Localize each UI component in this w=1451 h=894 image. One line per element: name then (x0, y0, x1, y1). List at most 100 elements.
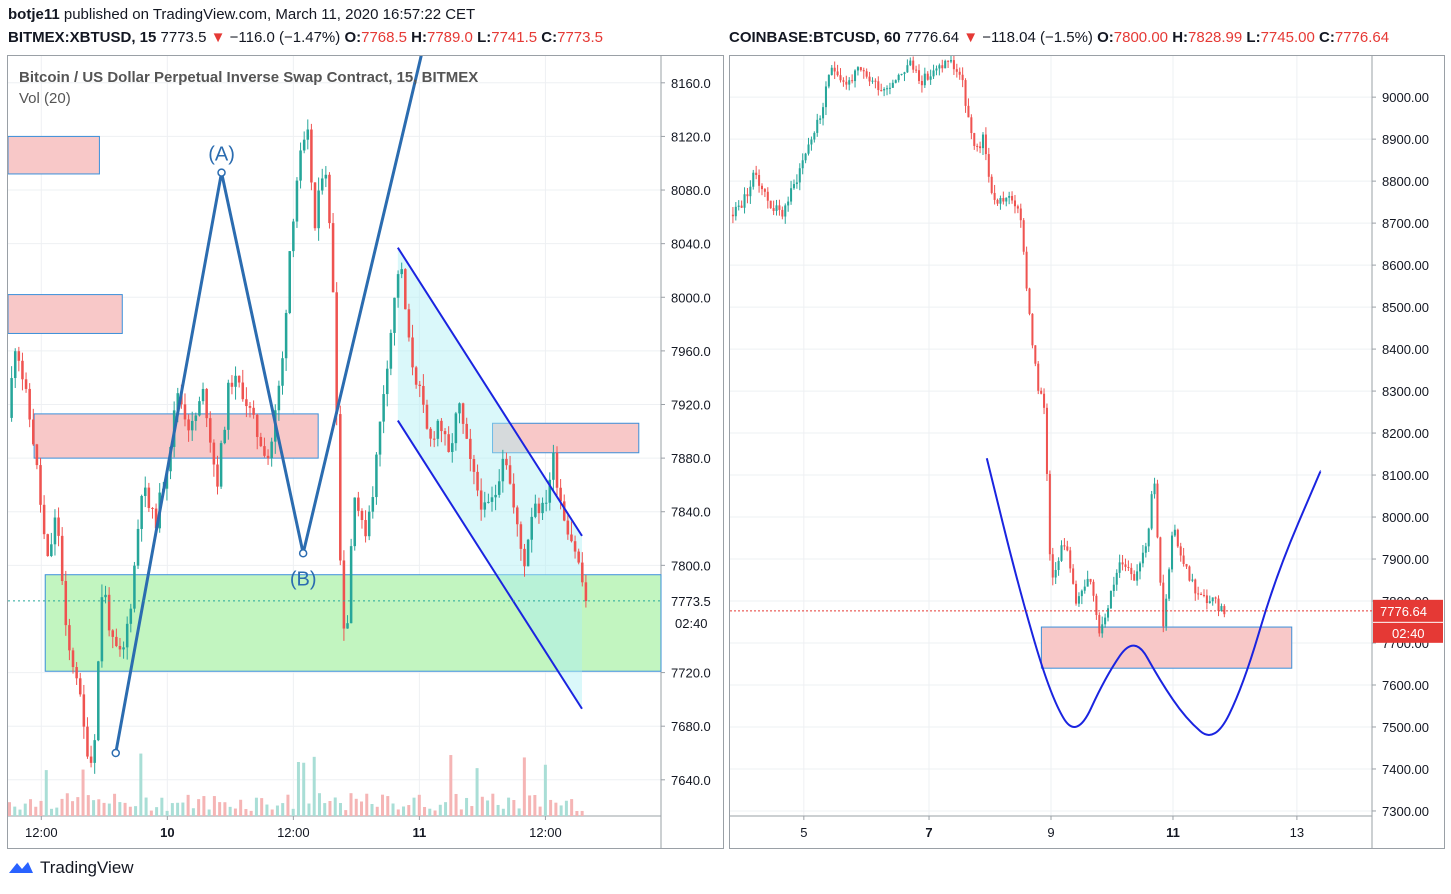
candle-body (570, 534, 573, 542)
candle-body (932, 70, 935, 77)
candle-body (1121, 562, 1124, 565)
wave-path-line[interactable] (114, 56, 426, 754)
volume-bar (18, 809, 22, 816)
candle-body (897, 74, 900, 81)
wave-point-handle[interactable] (111, 748, 120, 758)
volume-bar (449, 755, 453, 816)
tradingview-logo-icon (9, 862, 33, 873)
candle-body (1170, 535, 1174, 570)
volume-bar (381, 794, 385, 816)
left-chart-panel[interactable]: 8160.0 8120.0 8080.0 8040.0 8000.0 7960.0 7920… (7, 55, 724, 849)
candle-body (804, 153, 807, 161)
wave-point-handle[interactable] (217, 168, 226, 177)
volume-bar (149, 810, 153, 816)
candle-body (299, 150, 302, 181)
countdown-box (662, 611, 722, 634)
left-change: −116.0 (−1.47%) (229, 29, 341, 46)
candle-body (1147, 528, 1150, 547)
wave-point-handle[interactable] (298, 549, 308, 558)
candle-body (577, 551, 580, 563)
support-zone[interactable] (44, 574, 662, 672)
candle-body (1217, 598, 1220, 611)
volume-bar (81, 769, 85, 816)
volume-bar (102, 802, 106, 816)
volume-bar (459, 809, 463, 816)
candle-body (1138, 563, 1142, 572)
volume-bar (575, 810, 579, 816)
volume-bar (139, 753, 143, 816)
candle-body (339, 414, 342, 561)
candle-body (851, 80, 854, 82)
volume-bar (176, 802, 180, 816)
left-chart-svg[interactable]: 8160.0 8120.0 8080.0 8040.0 8000.0 7960.0 7920… (8, 56, 723, 848)
candle-body (255, 414, 259, 437)
volume-bar (428, 808, 432, 816)
candle-body (758, 175, 761, 186)
y-tick-label: 8000.0 (671, 290, 711, 305)
candle-body (1194, 579, 1197, 594)
candle-body (75, 667, 78, 679)
volume-bar (480, 796, 484, 816)
y-tick-label: 7800.0 (671, 558, 711, 573)
candle-body (964, 80, 967, 106)
resistance-zone[interactable] (8, 294, 123, 334)
candle-body (1168, 569, 1171, 599)
candle-body (760, 185, 764, 190)
candle-body (115, 636, 118, 647)
candle-body (559, 487, 562, 502)
y-tick-label: 8800.00 (1382, 174, 1429, 189)
candle-body (411, 337, 414, 368)
candle-body (999, 198, 1002, 204)
channel-upper-line[interactable] (396, 247, 583, 537)
candle-body (973, 133, 976, 146)
candle-body (78, 678, 82, 695)
candle-body (1092, 581, 1095, 596)
candle-body (1127, 566, 1130, 568)
tradingview-brand[interactable]: TradingView (8, 858, 134, 878)
candle-body (1124, 564, 1127, 567)
candle-body (865, 71, 868, 77)
volume-bar (86, 795, 90, 816)
y-tick-label: 7960.0 (671, 344, 711, 359)
channel-lower-line[interactable] (396, 420, 583, 710)
candle-body (1112, 584, 1115, 592)
volume-bar (370, 803, 374, 816)
right-chart-svg[interactable]: 9000.00 8900.00 8800.00 8700.00 8600.00 8500.… (730, 56, 1444, 848)
candle-body (787, 201, 790, 206)
left-symbol[interactable]: BITMEX:XBTUSD, 15 (8, 29, 157, 46)
x-tick-label: 12:00 (25, 825, 58, 840)
candle-body (483, 502, 487, 510)
last-price-box (1373, 599, 1443, 622)
right-chart-panel[interactable]: 9000.00 8900.00 8800.00 8700.00 8600.00 8500.… (729, 55, 1445, 849)
candle-body (1031, 313, 1034, 346)
candle-body (317, 190, 320, 229)
candle-body (458, 403, 461, 414)
candle-body (1011, 195, 1014, 201)
resistance-zone[interactable] (8, 135, 100, 175)
right-symbol[interactable]: COINBASE:BTCUSD, 60 (729, 29, 901, 46)
volume-bar (559, 805, 563, 816)
y-tick-label: 8160.0 (671, 76, 711, 91)
candle-body (476, 471, 479, 491)
candle-body (212, 442, 216, 465)
chart-title: Bitcoin / US Dollar Perpetual Inverse Sw… (19, 69, 478, 86)
candle-body (822, 107, 825, 119)
volume-bar (244, 809, 248, 816)
candle-body (1063, 545, 1066, 547)
volume-bar (155, 807, 159, 816)
candle-body (53, 517, 57, 545)
candle-body (107, 594, 111, 631)
candle-body (42, 504, 46, 535)
author-name[interactable]: botje11 (8, 6, 60, 23)
resistance-zone[interactable] (492, 422, 640, 454)
y-tick-label: 8100.00 (1382, 468, 1429, 483)
candle-body (923, 73, 926, 86)
volume-bar (13, 806, 17, 816)
y-tick-label: 7500.00 (1382, 720, 1429, 735)
volume-bar (402, 806, 406, 816)
double-bottom-curve[interactable] (985, 458, 1322, 736)
volume-bar (118, 802, 122, 816)
candle-body (129, 608, 133, 624)
candle-body (266, 455, 270, 459)
candle-body (1051, 554, 1054, 578)
